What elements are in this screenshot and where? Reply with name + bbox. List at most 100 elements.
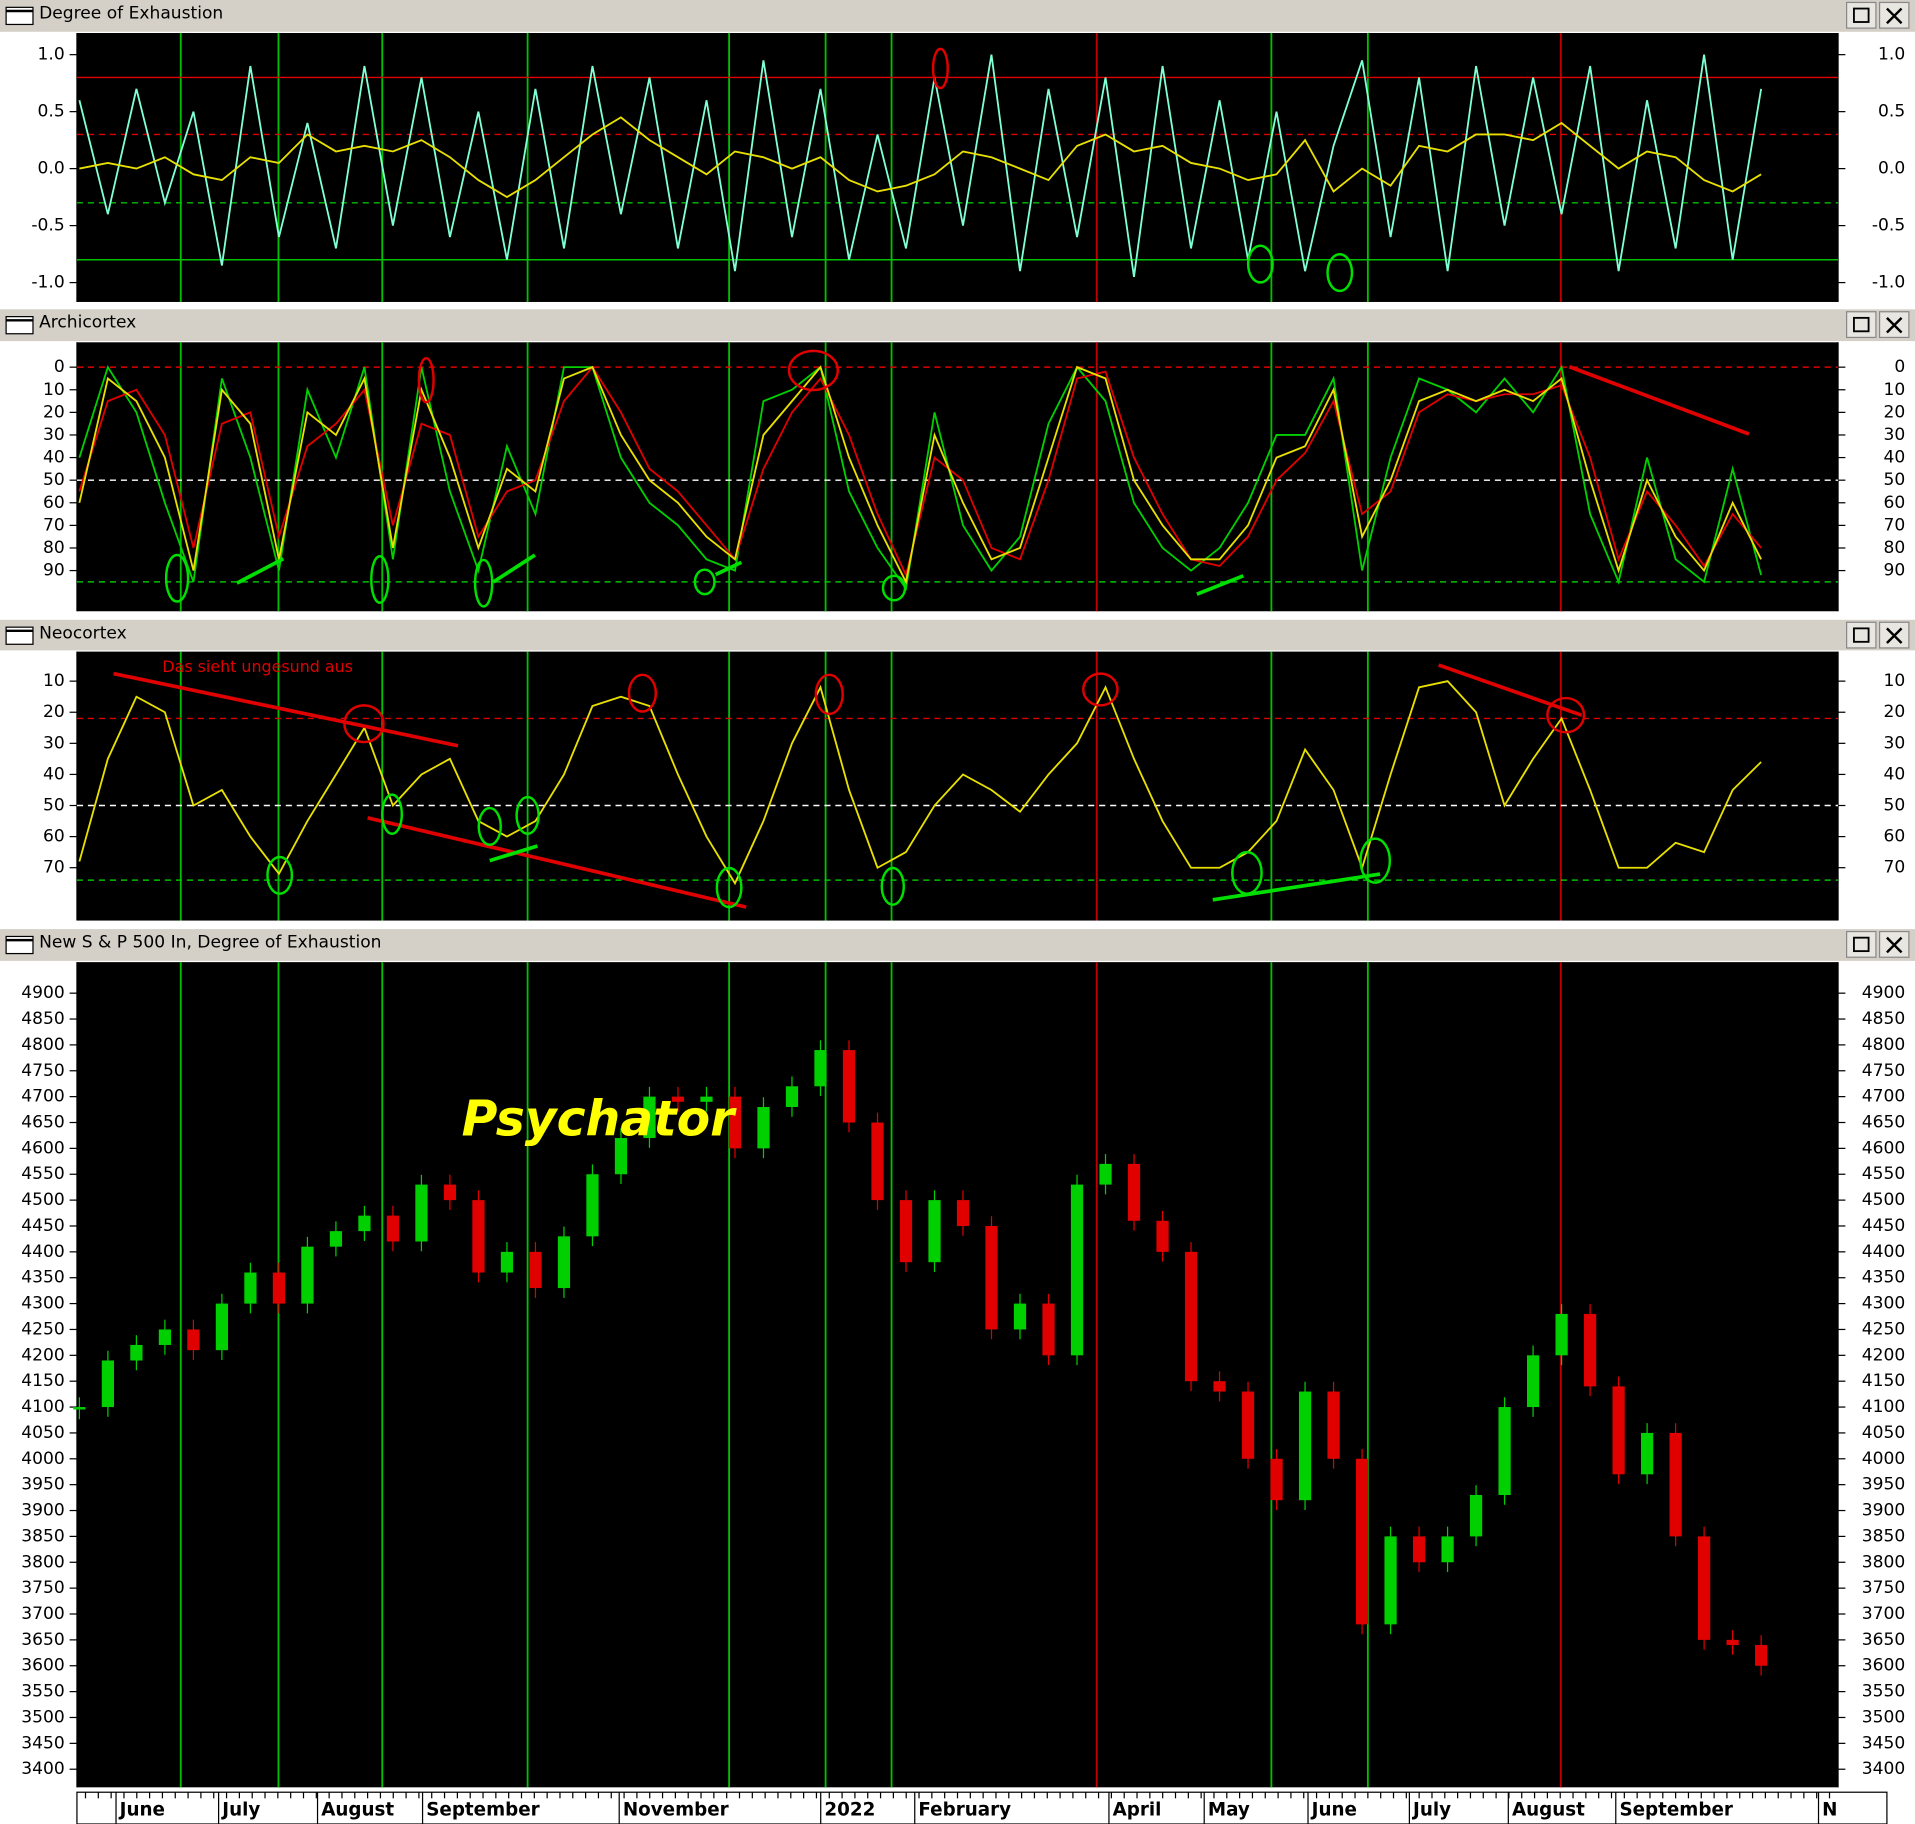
- annotation-circle: [164, 553, 190, 603]
- maximize-button[interactable]: [1845, 1, 1877, 29]
- y-tick-label: 4850: [21, 1009, 64, 1029]
- x-tick-label: July: [220, 1800, 260, 1821]
- annotation-circle: [1326, 253, 1354, 293]
- annotation-circle: [370, 555, 390, 604]
- y-tick-label: 70: [43, 858, 65, 878]
- y-tick-label: 4600: [21, 1138, 64, 1158]
- x-tick-label: June: [118, 1800, 165, 1821]
- candle: [272, 1272, 286, 1304]
- plot-area: [76, 651, 1839, 921]
- y-tick-label: 3400: [21, 1759, 64, 1779]
- y-tick-label: 70: [43, 515, 65, 535]
- y-tick-label-right: 60: [1883, 493, 1905, 513]
- maximize-button[interactable]: [1845, 930, 1877, 958]
- series-line: [78, 54, 1763, 278]
- candle: [1441, 1536, 1454, 1563]
- maximize-button[interactable]: [1845, 311, 1877, 339]
- x-tick-label: N: [1822, 1800, 1837, 1821]
- candle: [1042, 1303, 1055, 1356]
- y-tick-label-right: 1.0: [1878, 45, 1905, 65]
- candle: [215, 1303, 229, 1351]
- x-tick-label: June: [1310, 1800, 1357, 1821]
- series-line: [78, 365, 1762, 585]
- y-tick-label: 4000: [21, 1449, 64, 1469]
- close-glyph: [1886, 627, 1903, 644]
- candle: [73, 1407, 86, 1410]
- y-tick-label-right: 3950: [1862, 1475, 1905, 1495]
- candle: [1213, 1381, 1226, 1392]
- candle: [899, 1200, 913, 1263]
- y-tick-label: 4500: [21, 1190, 64, 1210]
- y-tick-label: 3700: [21, 1604, 64, 1624]
- annotation-circle: [1359, 837, 1392, 884]
- y-tick-label-right: 4700: [1862, 1087, 1905, 1107]
- x-tick-label: July: [1411, 1800, 1451, 1821]
- candle: [928, 1200, 941, 1263]
- close-glyph: [1886, 316, 1903, 334]
- candle: [1612, 1386, 1625, 1475]
- title-bar: [0, 619, 1915, 651]
- y-tick-label: 4700: [21, 1087, 64, 1107]
- y-tick-label: 1.0: [38, 45, 65, 65]
- y-tick-label: 3750: [21, 1578, 64, 1598]
- y-tick-label-right: 4400: [1862, 1242, 1905, 1262]
- maximize-glyph: [1853, 627, 1870, 643]
- y-tick-label-right: 3650: [1862, 1630, 1905, 1650]
- y-tick-label: 4650: [21, 1113, 64, 1133]
- y-tick-label-right: 3400: [1862, 1759, 1905, 1779]
- annotation-line: [1196, 574, 1244, 596]
- annotation-line: [714, 560, 743, 577]
- y-tick-label: 0.0: [38, 159, 65, 179]
- candle: [1127, 1163, 1141, 1221]
- candle: [1640, 1432, 1654, 1475]
- y-tick-label: 50: [43, 796, 65, 816]
- title-bar: [0, 929, 1915, 961]
- candle: [1298, 1391, 1312, 1501]
- x-tick-label: August: [321, 1800, 394, 1821]
- y-tick-label-right: 80: [1883, 538, 1905, 558]
- y-tick-label: 3600: [21, 1656, 64, 1676]
- y-tick-label: 30: [43, 733, 65, 753]
- y-tick-label: 3850: [21, 1526, 64, 1546]
- annotation-line: [236, 557, 285, 585]
- candle: [1526, 1355, 1540, 1408]
- maximize-button[interactable]: [1845, 621, 1877, 649]
- panel-title: New S & P 500 In, Degree of Exhaustion: [39, 933, 381, 953]
- y-tick-label-right: 3550: [1862, 1682, 1905, 1702]
- candle: [386, 1215, 400, 1242]
- y-tick-label: 4400: [21, 1242, 64, 1262]
- candle: [1698, 1536, 1711, 1640]
- candle: [985, 1225, 998, 1330]
- candle: [1726, 1639, 1739, 1646]
- close-glyph: [1886, 936, 1903, 954]
- x-tick-label: August: [1512, 1800, 1585, 1821]
- y-tick-label: 3550: [21, 1682, 64, 1702]
- annotation-line: [1438, 663, 1583, 717]
- y-tick-label: 4250: [21, 1319, 64, 1339]
- y-tick-label: -1.0: [31, 273, 64, 293]
- x-tick-label: April: [1113, 1800, 1162, 1821]
- y-tick-label-right: 0.5: [1878, 102, 1905, 122]
- x-tick-label: November: [623, 1800, 729, 1821]
- y-tick-label-right: 4100: [1862, 1397, 1905, 1417]
- candle: [814, 1050, 827, 1087]
- annotation-circle: [880, 866, 905, 906]
- y-tick-label-right: 4800: [1862, 1035, 1905, 1055]
- y-tick-label-right: 4500: [1862, 1190, 1905, 1210]
- candle: [472, 1200, 485, 1273]
- title-bar: [0, 0, 1915, 32]
- candle: [557, 1236, 571, 1289]
- y-tick-label-right: 3700: [1862, 1604, 1905, 1624]
- annotation-circle: [381, 793, 404, 835]
- y-tick-label: 60: [43, 493, 65, 513]
- y-tick-label: 3650: [21, 1630, 64, 1650]
- candle: [1498, 1407, 1511, 1496]
- x-tick-label: 2022: [824, 1800, 875, 1821]
- y-tick-label: 4900: [21, 983, 64, 1003]
- y-tick-label-right: 50: [1883, 796, 1905, 816]
- y-tick-label-right: 4150: [1862, 1371, 1905, 1391]
- title-bar: [0, 309, 1915, 342]
- y-tick-label: 4450: [21, 1216, 64, 1236]
- close-button[interactable]: [1878, 930, 1910, 958]
- y-tick-label: 90: [43, 561, 65, 581]
